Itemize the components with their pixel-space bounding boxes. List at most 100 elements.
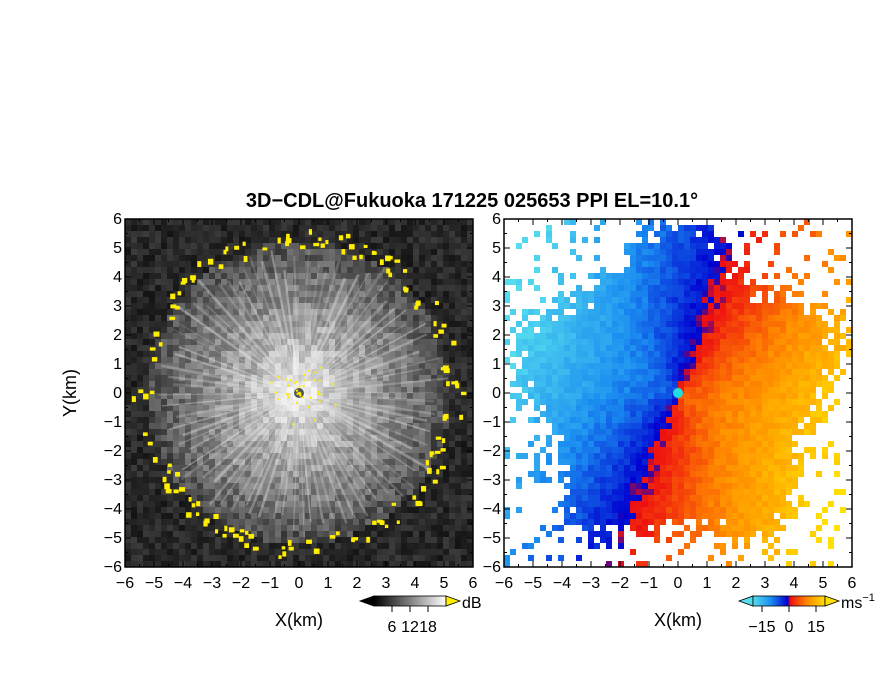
power-cell (233, 399, 239, 405)
power-cell (137, 441, 143, 447)
power-cell (149, 231, 155, 237)
power-flag-point (191, 503, 196, 508)
power-cell (215, 543, 221, 549)
velocity-cell (672, 327, 678, 333)
velocity-cell (612, 345, 618, 351)
power-cell (311, 519, 317, 525)
velocity-cell (720, 327, 726, 333)
power-cell (329, 423, 335, 429)
velocity-cell (552, 339, 558, 345)
power-cell (401, 531, 407, 537)
velocity-cell (522, 339, 528, 345)
power-radial-streak (297, 392, 348, 524)
power-cell (389, 243, 395, 249)
power-cell (179, 543, 185, 549)
power-cell (383, 339, 389, 345)
velocity-cell (606, 321, 612, 327)
power-cell (353, 429, 359, 435)
power-cell (269, 285, 275, 291)
velocity-cell (810, 363, 816, 369)
velocity-cell (744, 375, 750, 381)
power-cell (299, 225, 305, 231)
velocity-cell (720, 357, 726, 363)
power-cell (347, 447, 353, 453)
power-flag-point (181, 277, 188, 284)
power-cell (353, 513, 359, 519)
velocity-cell (678, 357, 684, 363)
velocity-cell (648, 315, 654, 321)
power-cell (227, 315, 233, 321)
velocity-cell (780, 309, 786, 315)
power-cell (299, 315, 305, 321)
power-cell (251, 267, 257, 273)
power-cell (215, 309, 221, 315)
power-cell (155, 471, 161, 477)
power-cell (467, 459, 473, 465)
power-radial-streak (297, 260, 341, 394)
power-cell (311, 393, 317, 399)
power-cell (389, 381, 395, 387)
y-tick-label: 2 (113, 327, 122, 344)
power-cell (143, 519, 149, 525)
power-cell (467, 441, 473, 447)
power-cell (395, 525, 401, 531)
power-cell (407, 489, 413, 495)
velocity-cell (822, 327, 828, 333)
power-cell (293, 507, 299, 513)
power-cell (371, 387, 377, 393)
power-cell (221, 291, 227, 297)
power-cell (407, 513, 413, 519)
power-cell (443, 327, 449, 333)
power-cell (131, 291, 137, 297)
power-cell (281, 231, 287, 237)
velocity-cell (816, 333, 822, 339)
power-flag-point (303, 373, 306, 376)
power-radial-streak (298, 368, 423, 394)
velocity-cell (738, 303, 744, 309)
power-cell (329, 417, 335, 423)
power-cell (299, 465, 305, 471)
power-cell (287, 561, 293, 567)
velocity-cell (612, 393, 618, 399)
power-cell (137, 345, 143, 351)
power-cell (407, 291, 413, 297)
power-cell (383, 393, 389, 399)
velocity-cell (666, 357, 672, 363)
power-cell (383, 495, 389, 501)
power-cell (203, 357, 209, 363)
velocity-cell (720, 321, 726, 327)
power-cell (317, 501, 323, 507)
power-cell (227, 351, 233, 357)
power-cell (419, 489, 425, 495)
power-cell (437, 411, 443, 417)
power-cell (389, 549, 395, 555)
power-cell (341, 315, 347, 321)
power-cell (437, 297, 443, 303)
velocity-cell (744, 321, 750, 327)
power-cell (353, 525, 359, 531)
velocity-cell (516, 369, 522, 375)
power-cell (335, 435, 341, 441)
velocity-cell (702, 225, 708, 231)
power-cell (233, 525, 239, 531)
power-cell (137, 261, 143, 267)
power-cell (167, 501, 173, 507)
power-radial-streak (213, 391, 301, 483)
power-cell (389, 231, 395, 237)
power-cell (203, 525, 209, 531)
velocity-cell (702, 327, 708, 333)
power-cell (179, 315, 185, 321)
power-cell (239, 399, 245, 405)
velocity-cell (660, 267, 666, 273)
power-cell (233, 261, 239, 267)
velocity-cell (792, 375, 798, 381)
velocity-cell (594, 237, 600, 243)
power-cell (221, 423, 227, 429)
velocity-cell (738, 363, 744, 369)
power-cell (317, 315, 323, 321)
power-cell (185, 267, 191, 273)
power-flag-point (287, 540, 292, 546)
power-flag-point (223, 249, 227, 255)
power-cell (197, 441, 203, 447)
velocity-cell (714, 381, 720, 387)
